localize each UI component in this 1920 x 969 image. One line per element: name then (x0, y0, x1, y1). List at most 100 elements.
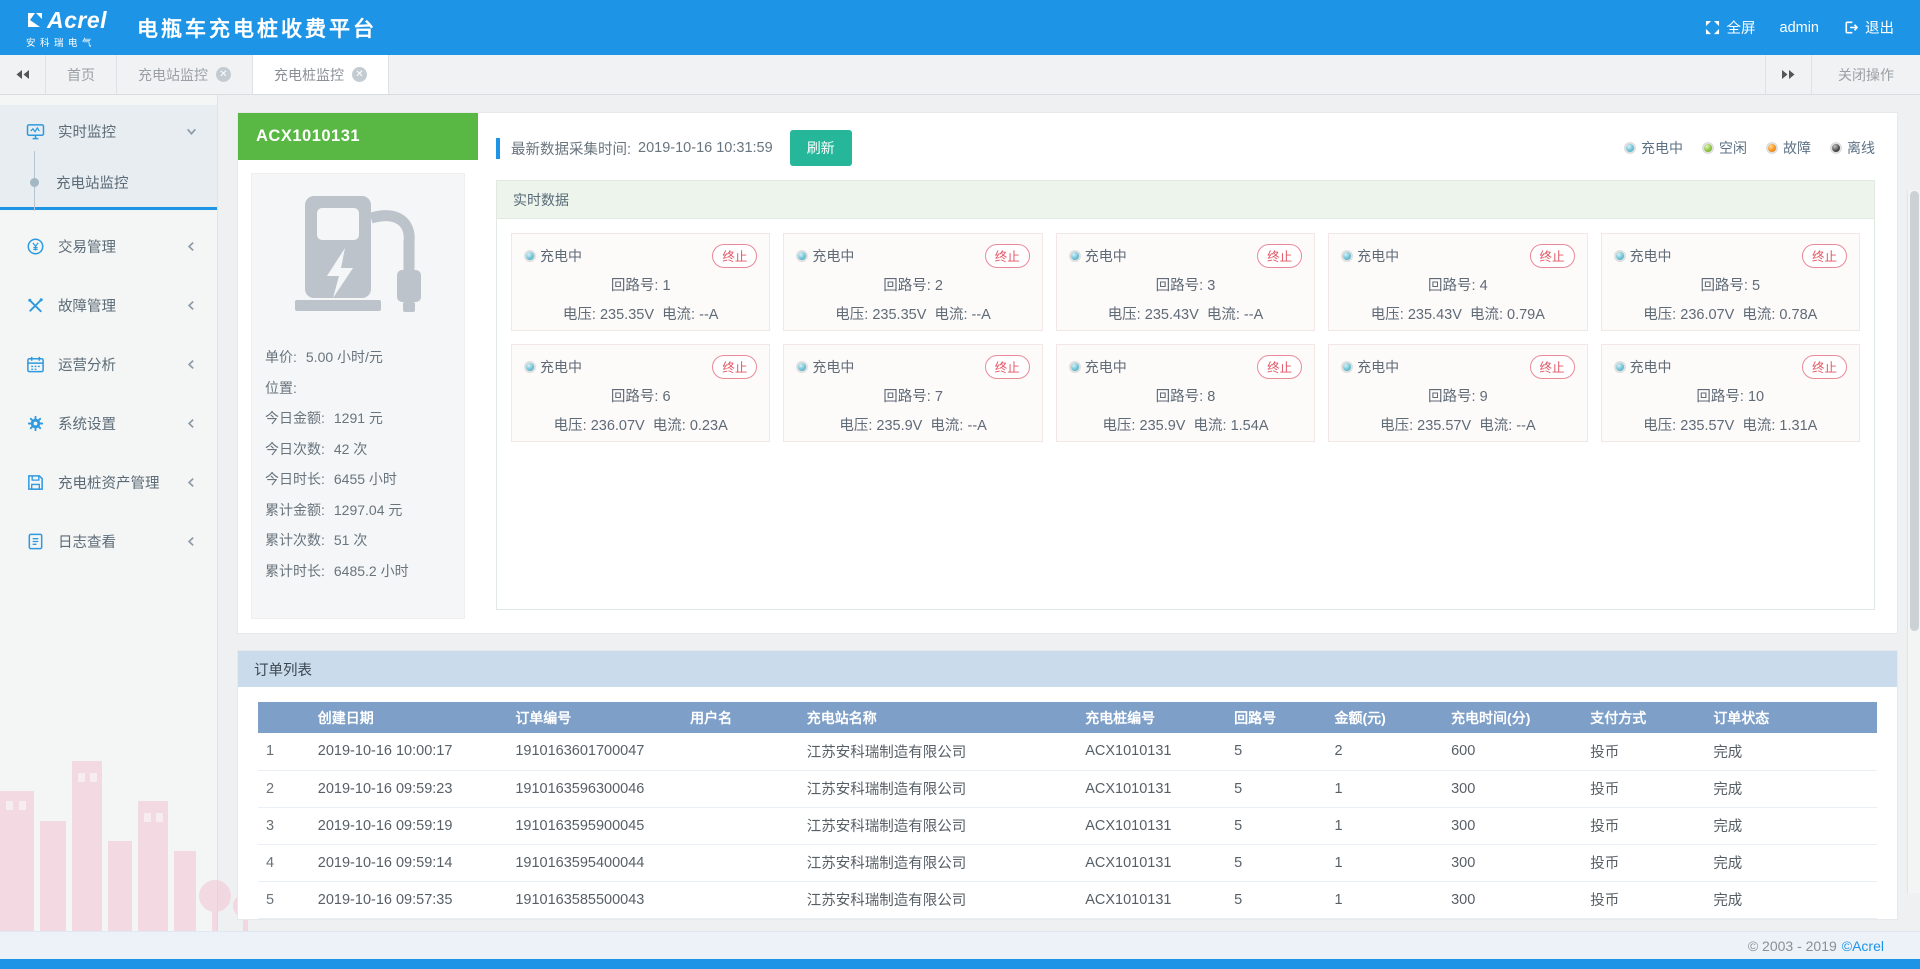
charging-status-icon (1069, 361, 1081, 373)
circuit-card-4: 充电中终止 回路号: 4 电压: 235.43V 电流: 0.79A (1328, 233, 1587, 331)
col-circuit-no: 回路号 (1226, 702, 1326, 733)
close-tab-icon[interactable]: ✕ (352, 67, 367, 82)
col-row-number (258, 702, 310, 733)
close-tab-icon[interactable]: ✕ (216, 67, 231, 82)
sidebar-item-settings[interactable]: 系统设置 (0, 397, 217, 449)
brand-link[interactable]: ©Acrel (1842, 938, 1884, 954)
charging-status-icon (1614, 250, 1626, 262)
settings-icon (26, 414, 45, 433)
main-frame: 实时监控 充电站监控 交易管理 故障管理 运营分析 (0, 95, 1920, 931)
col-order-status: 订单状态 (1705, 702, 1877, 733)
sidebar-item-label: 日志查看 (58, 531, 116, 552)
circuit-card-3: 充电中终止 回路号: 3 电压: 235.43V 电流: --A (1056, 233, 1315, 331)
stat-today-count: 今日次数:42 次 (265, 434, 451, 465)
voltage-value: 235.9V (1140, 418, 1186, 434)
realtime-data-section: 实时数据 充电中终止 回路号: 1 电压: 235.35V 电流: --A 充电… (496, 180, 1875, 610)
terminate-button[interactable]: 终止 (712, 355, 757, 379)
sidebar-item-faults[interactable]: 故障管理 (0, 279, 217, 331)
circuit-number: 3 (1207, 278, 1215, 294)
charging-status-icon (524, 361, 536, 373)
terminate-button[interactable]: 终止 (1530, 244, 1575, 268)
voltage-value: 235.9V (876, 418, 922, 434)
current-value: --A (1516, 418, 1535, 434)
legend-charging: 充电中 (1624, 138, 1683, 158)
tab-station-monitor[interactable]: 充电站监控 ✕ (117, 55, 253, 94)
voltage-value: 235.35V (872, 307, 926, 323)
current-value: 0.23A (690, 418, 728, 434)
chevron-left-icon (186, 300, 197, 311)
log-icon (26, 532, 45, 551)
terminate-button[interactable]: 终止 (1802, 355, 1847, 379)
circuit-card-7: 充电中终止 回路号: 7 电压: 235.9V 电流: --A (783, 344, 1042, 442)
charging-status-icon (796, 361, 808, 373)
current-value: --A (967, 418, 986, 434)
terminate-button[interactable]: 终止 (1530, 355, 1575, 379)
logout-button[interactable]: 退出 (1843, 17, 1894, 38)
logout-icon (1843, 20, 1858, 35)
tabs-scroll-right-button[interactable] (1765, 55, 1811, 94)
circuit-card-9: 充电中终止 回路号: 9 电压: 235.57V 电流: --A (1328, 344, 1587, 442)
table-row: 12019-10-16 10:00:171910163601700047江苏安科… (258, 733, 1877, 770)
app-window: Acrel 安科瑞电气 电瓶车充电桩收费平台 全屏 admin 退出 首页 (0, 0, 1920, 969)
terminate-button[interactable]: 终止 (1257, 244, 1302, 268)
scrollbar-thumb[interactable] (1910, 191, 1919, 631)
col-username: 用户名 (682, 702, 799, 733)
orders-table: 创建日期 订单编号 用户名 充电站名称 充电桩编号 回路号 金额(元) 充电时间… (258, 702, 1877, 919)
sidebar-item-station-monitor[interactable]: 充电站监控 (0, 157, 217, 207)
tab-pile-monitor[interactable]: 充电桩监控 ✕ (253, 55, 389, 94)
fullscreen-button[interactable]: 全屏 (1705, 17, 1756, 38)
double-chevron-right-icon (1781, 69, 1796, 80)
chevron-left-icon (186, 241, 197, 252)
circuit-number: 8 (1207, 389, 1215, 405)
user-menu[interactable]: admin (1780, 20, 1820, 36)
table-row: 42019-10-16 09:59:141910163595400044江苏安科… (258, 844, 1877, 881)
sidebar-item-logs[interactable]: 日志查看 (0, 515, 217, 567)
tabs-scroll-left-button[interactable] (0, 55, 46, 94)
refresh-button[interactable]: 刷新 (790, 130, 852, 166)
sidebar-item-pile-assets[interactable]: 充电桩资产管理 (0, 456, 217, 508)
terminate-button[interactable]: 终止 (1257, 355, 1302, 379)
terminate-button[interactable]: 终止 (712, 244, 757, 268)
page-footer: © 2003 - 2019 ©Acrel (0, 931, 1920, 959)
circuit-number: 1 (662, 278, 670, 294)
stat-location: 位置: (265, 373, 451, 404)
terminate-button[interactable]: 终止 (985, 244, 1030, 268)
sidebar-item-transactions[interactable]: 交易管理 (0, 220, 217, 272)
accent-bar (496, 138, 500, 159)
stat-total-amount: 累计金额:1297.04 元 (265, 495, 451, 526)
chevron-left-icon (186, 359, 197, 370)
analysis-icon (26, 355, 45, 374)
charging-status-icon (796, 250, 808, 262)
sidebar-item-analysis[interactable]: 运营分析 (0, 338, 217, 390)
voltage-value: 235.57V (1417, 418, 1471, 434)
refresh-row: 最新数据采集时间: 2019-10-16 10:31:59 刷新 充电中 空闲 … (496, 129, 1875, 167)
page-title: 电瓶车充电桩收费平台 (137, 13, 377, 43)
logo-subtext: 安科瑞电气 (26, 35, 107, 49)
order-list-title: 订单列表 (238, 651, 1897, 687)
circuit-card-2: 充电中终止 回路号: 2 电压: 235.35V 电流: --A (783, 233, 1042, 331)
circuit-card-grid: 充电中终止 回路号: 1 电压: 235.35V 电流: --A 充电中终止 回… (497, 219, 1874, 456)
close-operations-button[interactable]: 关闭操作 (1811, 55, 1920, 94)
main-content: ACX1010131 (218, 95, 1920, 931)
sidebar-item-label: 故障管理 (58, 295, 116, 316)
fullscreen-icon (1705, 20, 1720, 35)
circuit-number: 5 (1752, 278, 1760, 294)
sidebar-item-label: 充电桩资产管理 (58, 472, 160, 493)
username: admin (1780, 20, 1820, 36)
current-value: 1.31A (1779, 418, 1817, 434)
vertical-scrollbar[interactable] (1907, 190, 1920, 893)
charging-status-icon (1614, 361, 1626, 373)
sidebar: 实时监控 充电站监控 交易管理 故障管理 运营分析 (0, 95, 218, 931)
table-row: 52019-10-16 09:57:351910163585500043江苏安科… (258, 881, 1877, 918)
current-value: --A (972, 307, 991, 323)
terminate-button[interactable]: 终止 (1802, 244, 1847, 268)
tab-home[interactable]: 首页 (46, 55, 117, 94)
logo-text: Acrel (47, 7, 107, 34)
sidebar-item-realtime-monitor[interactable]: 实时监控 (0, 105, 217, 157)
legend-offline: 离线 (1830, 138, 1875, 158)
col-pile-no: 充电桩编号 (1077, 702, 1226, 733)
chevron-down-icon (186, 126, 197, 137)
bottom-accent-bar (0, 959, 1920, 969)
circuit-number: 6 (662, 389, 670, 405)
terminate-button[interactable]: 终止 (985, 355, 1030, 379)
